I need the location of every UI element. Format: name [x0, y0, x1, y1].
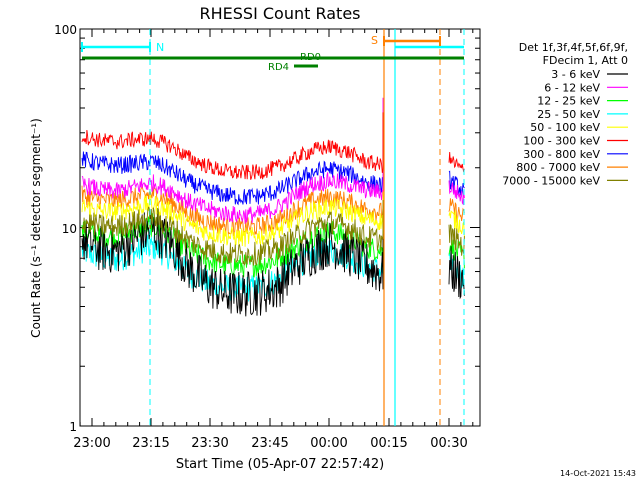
series-line-7000-15000-kev: [81, 200, 384, 267]
legend-label: 6 - 12 keV: [544, 81, 600, 94]
x-tick-label-2330: 23:30: [191, 436, 228, 451]
legend-label: 100 - 300 keV: [523, 135, 600, 148]
legend-label: 7000 - 15000 keV: [502, 174, 600, 187]
y-axis-label: Count Rate (s⁻¹ detector segment⁻¹): [29, 118, 43, 338]
chart-title: RHESSI Count Rates: [200, 4, 361, 23]
legend-label: 300 - 800 keV: [523, 148, 600, 161]
x-axis-label: Start Time (05-Apr-07 22:57:42): [176, 457, 384, 472]
series-line-100-300-kev: [81, 112, 384, 180]
flag-label-rd4: RD4: [268, 62, 289, 73]
series-line-6-12-kev: [81, 97, 384, 224]
series-line-segment-2: [448, 246, 465, 300]
series-line-segment-2: [448, 224, 465, 256]
series-line-segment-2: [448, 151, 465, 173]
series-layer: [81, 97, 465, 317]
series-line-segment-2: [448, 180, 465, 206]
legend-header-2: FDecim 1, Att 0: [543, 54, 628, 67]
legend-label: 3 - 6 keV: [551, 68, 600, 81]
y-tick-label-1: 1: [69, 420, 77, 434]
x-tick-label-0015: 00:15: [370, 436, 407, 451]
y-tick-label-10: 10: [62, 222, 77, 236]
series-line-300-800-kev: [81, 145, 384, 206]
legend-header-1: Det 1f,3f,4f,5f,6f,9f,: [519, 41, 628, 54]
x-tick-label-2345: 23:45: [251, 436, 288, 451]
x-tick-label-0000: 00:00: [310, 436, 347, 451]
series-line-segment-2: [448, 210, 465, 238]
timestamp: 14-Oct-2021 15:43: [560, 469, 636, 478]
flag-label-n: N: [156, 41, 164, 54]
x-tick-label-2300: 23:00: [73, 436, 110, 451]
flag-label-rd0: RD0: [300, 52, 321, 63]
x-tick-label-0030: 00:30: [430, 436, 467, 451]
legend: Det 1f,3f,4f,5f,6f,9f, FDecim 1, Att 0 3…: [502, 41, 628, 187]
legend-label: 800 - 7000 keV: [516, 161, 600, 174]
legend-label: 50 - 100 keV: [530, 121, 600, 134]
legend-label: 12 - 25 keV: [537, 95, 600, 108]
x-tick-label-2315: 23:15: [132, 436, 169, 451]
series-line-3-6-kev: [81, 212, 384, 317]
axis-ticks: [79, 29, 480, 427]
legend-label: 25 - 50 keV: [537, 108, 600, 121]
series-line-50-100-kev: [81, 181, 384, 247]
y-tick-label-100: 100: [54, 23, 77, 37]
flag-label-s: S: [371, 34, 378, 47]
